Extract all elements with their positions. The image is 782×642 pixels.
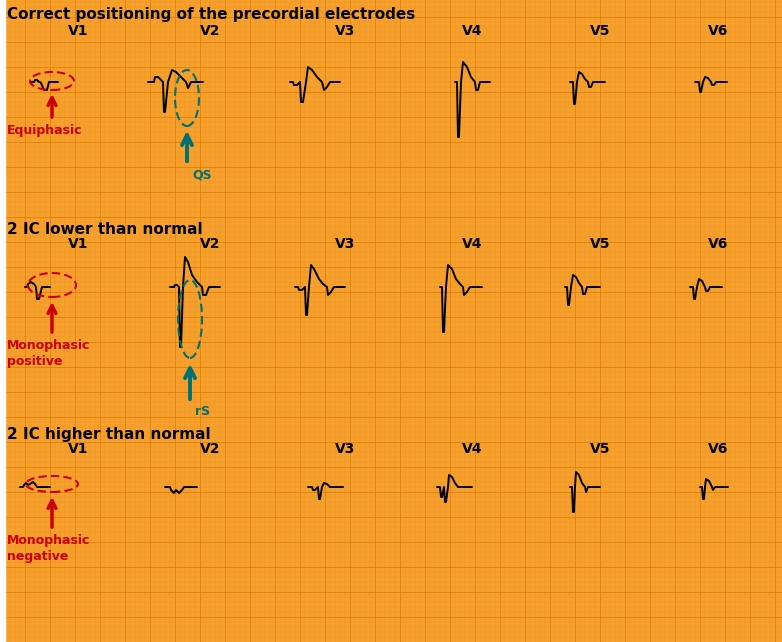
Text: V6: V6	[708, 442, 728, 456]
Text: Equiphasic: Equiphasic	[7, 124, 82, 137]
Text: Monophasic
positive: Monophasic positive	[7, 339, 91, 368]
Text: V5: V5	[590, 237, 610, 251]
Text: QS: QS	[192, 168, 212, 181]
Text: V3: V3	[335, 237, 355, 251]
Text: V4: V4	[461, 24, 482, 38]
Text: V2: V2	[199, 24, 221, 38]
Text: V1: V1	[68, 24, 88, 38]
Text: V3: V3	[335, 24, 355, 38]
Text: Monophasic
negative: Monophasic negative	[7, 534, 91, 563]
Text: V4: V4	[461, 237, 482, 251]
Bar	[0, 0, 5, 642]
Text: Correct positioning of the precordial electrodes: Correct positioning of the precordial el…	[7, 7, 415, 22]
Text: V6: V6	[708, 237, 728, 251]
Text: V5: V5	[590, 24, 610, 38]
Text: V5: V5	[590, 442, 610, 456]
Text: V3: V3	[335, 442, 355, 456]
Text: 2 IC higher than normal: 2 IC higher than normal	[7, 427, 210, 442]
Text: V6: V6	[708, 24, 728, 38]
Text: V1: V1	[68, 237, 88, 251]
Text: rS: rS	[195, 405, 210, 418]
Text: V2: V2	[199, 237, 221, 251]
Text: V2: V2	[199, 442, 221, 456]
Text: 2 IC lower than normal: 2 IC lower than normal	[7, 222, 203, 237]
Text: V1: V1	[68, 442, 88, 456]
Text: V4: V4	[461, 442, 482, 456]
